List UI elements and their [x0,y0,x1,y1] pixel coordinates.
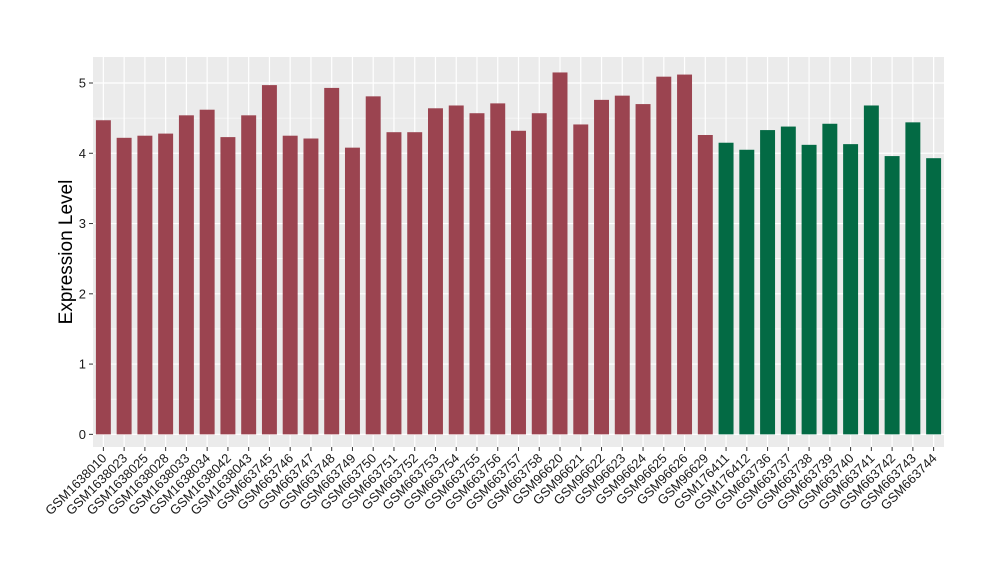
bar-GSM663745 [261,85,277,435]
bar-GSM663755 [469,113,485,435]
bar-GSM96621 [573,124,589,435]
bar-GSM1638042 [220,137,236,435]
bar-GSM1638043 [241,115,257,435]
x-axis: GSM1638010GSM1638023GSM1638025GSM1638028… [42,447,940,518]
bar-GSM663740 [843,144,859,435]
bar-GSM663757 [511,130,526,435]
bar-GSM663741 [863,105,879,435]
bar-GSM96629 [697,135,713,435]
bar-GSM96620 [552,72,568,435]
bar-GSM663748 [324,87,340,435]
bar-GSM663739 [822,123,838,435]
bar-GSM663737 [780,126,796,435]
bar-GSM1638023 [116,137,132,435]
y-tick-label: 4 [79,146,86,161]
bar-GSM663743 [905,122,921,435]
bar-GSM663747 [303,138,319,435]
bar-GSM176411 [718,142,734,435]
bar-GSM663749 [344,147,360,435]
bar-GSM1638033 [178,115,194,435]
y-axis: 0 1 2 3 4 5 [79,76,93,442]
bar-GSM663753 [428,108,443,435]
y-tick-label: 3 [79,216,86,231]
bar-GSM96623 [614,95,630,435]
bar-GSM176412 [739,149,755,435]
y-tick-label: 2 [79,286,86,301]
bar-GSM663751 [386,132,402,435]
bar-GSM1638034 [199,109,215,435]
y-tick-label: 5 [79,76,86,91]
bar-GSM663738 [801,144,817,435]
bar-GSM663754 [448,105,464,435]
bar-GSM663746 [282,135,298,435]
bar-GSM663752 [407,132,423,435]
bar-GSM1638025 [137,135,153,435]
bar-GSM1638010 [95,120,111,435]
y-tick-label: 1 [79,357,86,372]
bar-GSM96625 [656,76,672,435]
bar-GSM663750 [365,96,381,435]
bar-GSM663744 [926,158,942,435]
bar-GSM96622 [594,99,609,435]
bar-GSM1638028 [158,133,174,435]
bar-GSM663736 [760,130,776,435]
bar-GSM663758 [531,113,547,435]
bar-GSM96624 [635,104,651,435]
bar-GSM663742 [884,156,900,435]
y-axis-title: Expression Level [56,180,77,325]
bar-GSM96626 [677,74,693,435]
bar-GSM663756 [490,103,506,435]
bar-series [95,72,942,435]
y-tick-label: 0 [79,427,86,442]
